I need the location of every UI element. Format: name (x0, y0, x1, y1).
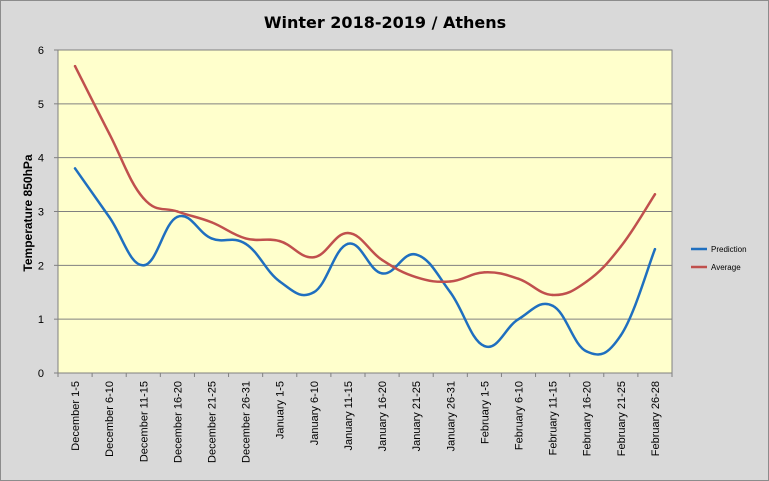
x-tick-label: December 21-25 (207, 381, 219, 463)
x-tick-label: January 21-25 (411, 381, 423, 451)
data-point-average (380, 258, 384, 262)
data-point-average (585, 280, 588, 283)
x-tick-label: December 6-10 (104, 381, 116, 457)
data-point-prediction (517, 317, 520, 321)
y-tick-label: 1 (38, 314, 44, 326)
data-point-average (517, 277, 520, 280)
x-tick-label: February 6-10 (514, 381, 526, 450)
x-tick-label: February 1-5 (479, 381, 491, 444)
x-tick-label: February 16-20 (582, 381, 594, 456)
data-point-prediction (346, 242, 350, 245)
y-tick-label: 4 (38, 153, 44, 165)
data-point-prediction (107, 215, 111, 219)
x-tick-label: January 26-31 (445, 381, 457, 451)
data-point-average (176, 210, 179, 213)
data-point-average (483, 271, 486, 274)
x-tick-label: February 11-15 (548, 381, 560, 455)
data-point-average (107, 132, 111, 135)
y-tick-label: 5 (38, 99, 44, 111)
data-point-prediction (551, 304, 554, 307)
y-tick-label: 3 (38, 207, 44, 219)
data-point-prediction (142, 264, 145, 267)
data-point-prediction (414, 253, 418, 256)
data-point-average (73, 64, 77, 68)
x-tick-label: January 11-15 (343, 381, 355, 451)
y-tick-label: 2 (38, 260, 44, 272)
data-point-average (244, 237, 247, 240)
x-tick-label: December 26-31 (241, 381, 253, 463)
data-point-prediction (380, 272, 384, 275)
y-tick-label: 6 (38, 45, 44, 57)
data-point-prediction (210, 237, 213, 240)
x-tick-label: January 16-20 (377, 381, 389, 451)
series-line-prediction (73, 167, 657, 356)
data-point-prediction (176, 215, 179, 219)
data-point-prediction (244, 242, 247, 245)
x-tick-label: February 21-25 (616, 381, 628, 456)
data-point-prediction (653, 247, 657, 251)
x-tick-label: February 26-28 (650, 381, 662, 456)
legend-label-prediction: Prediction (711, 245, 747, 254)
data-point-prediction (278, 280, 281, 283)
data-point-average (142, 196, 145, 200)
y-axis-label: Temperature 850hPa (21, 154, 35, 271)
data-point-prediction (483, 344, 486, 348)
data-point-prediction (312, 291, 316, 294)
data-point-prediction (619, 334, 623, 337)
x-tick-label: December 11-15 (138, 381, 150, 462)
data-point-average (312, 256, 316, 259)
y-tick-label: 0 (38, 368, 44, 380)
data-point-average (619, 245, 623, 248)
x-tick-label: December 16-20 (172, 381, 184, 463)
x-tick-label: December 1-5 (70, 381, 82, 451)
data-point-average (551, 293, 554, 297)
data-point-prediction (73, 167, 77, 170)
data-point-average (653, 193, 657, 196)
x-tick-label: January 1-5 (275, 381, 287, 439)
data-point-average (449, 280, 452, 283)
data-point-prediction (585, 350, 588, 353)
series-line-average (73, 64, 657, 297)
data-point-average (414, 275, 418, 279)
chart-title: Winter 2018-2019 / Athens (264, 13, 506, 32)
x-tick-label: January 6-10 (309, 381, 321, 445)
data-point-average (346, 231, 350, 235)
data-point-average (278, 239, 281, 243)
legend-label-average: Average (711, 263, 741, 272)
data-point-average (210, 221, 213, 224)
data-point-prediction (449, 291, 452, 294)
